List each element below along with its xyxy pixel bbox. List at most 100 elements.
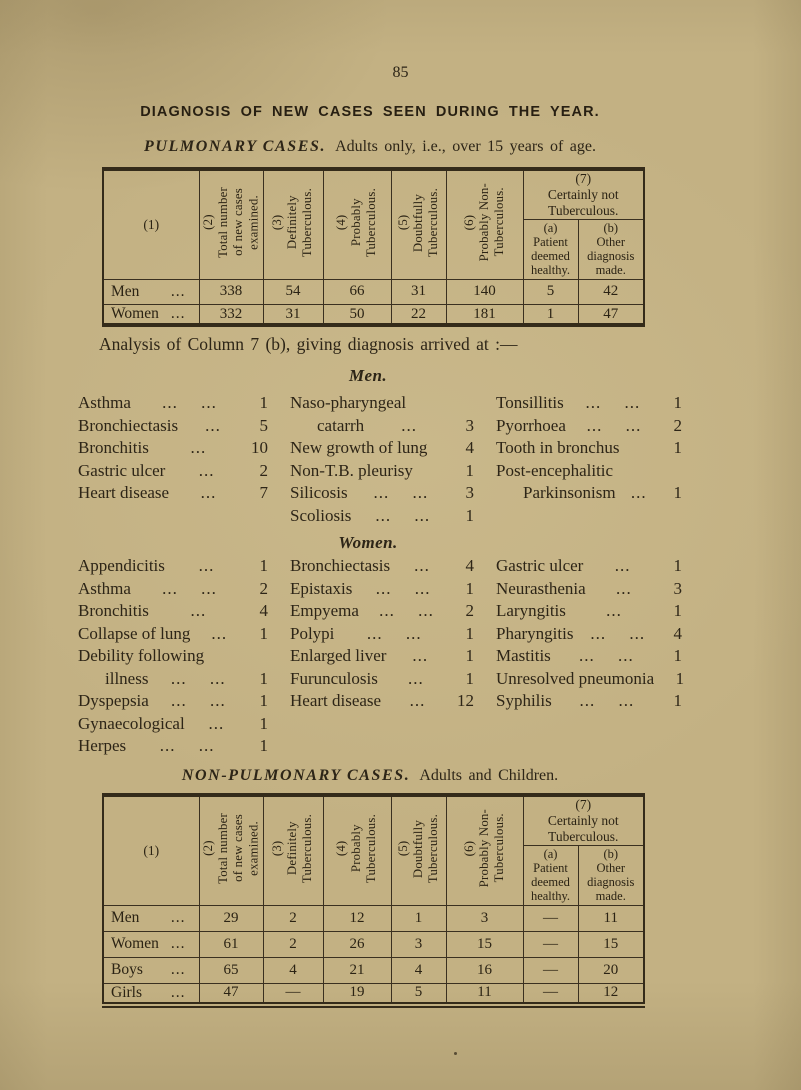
column-header-6: (6) Probably Non- Tuberculous. (445, 168, 524, 280)
leader-dots: ... (170, 282, 186, 300)
diagnosis-entry: Heart disease... 12 (290, 690, 474, 713)
leader-dots: ... (614, 556, 631, 576)
table-row-girls: Girls... 47—19 5 11—12 (102, 982, 645, 1006)
value-cell: 22 (390, 303, 447, 326)
diagnosis-entry-empty (496, 505, 682, 528)
diagnosis-label: Post-encephalitic (496, 460, 614, 480)
leader-dots: ... ... (162, 393, 217, 413)
diagnosis-entry: Asthma ... ... 2 (78, 578, 268, 601)
leader-dots: ... (198, 556, 215, 576)
men-diagnosis-list: Asthma... ... 1 Naso-pharyngeal Tonsillitis… (78, 392, 682, 527)
leader-dots: ... (606, 601, 622, 621)
diagnosis-label: Tooth in bronchus (496, 438, 620, 458)
diagnosis-label: Syphilis (496, 691, 552, 711)
leader-dots: ... (190, 438, 207, 458)
diagnosis-label: Debility following (78, 646, 205, 666)
diagnosis-count: 1 (259, 623, 269, 643)
diagnosis-entry: Silicosis ... ... 3 (290, 482, 474, 505)
column-header-7-group: (7) Certainly not Tuberculous. (522, 168, 645, 220)
diagnosis-label: Asthma (78, 578, 131, 598)
diagnosis-count: 2 (259, 578, 269, 598)
diagnosis-count: 1 (259, 691, 269, 711)
row-label-text: Women (111, 935, 159, 953)
leader-dots: ... ... (579, 691, 635, 711)
diagnosis-label: Furunculosis (290, 668, 378, 688)
diagnosis-label: Scoliosis (290, 505, 352, 525)
value-cell: 47 (198, 982, 264, 1006)
diagnosis-entry: Tonsillitis ... ... 1 (496, 392, 682, 415)
women-diagnosis-list: Appendicitis... 1 Bronchiectasis... 4 Gastri… (78, 555, 684, 758)
diagnosis-count: 1 (673, 646, 683, 666)
diagnosis-entry: Non-T.B. pleurisy 1 (290, 460, 474, 483)
diagnosis-entry: Post-encephalitic (496, 460, 682, 483)
value-cell: 61 (198, 930, 264, 958)
diagnosis-count: 1 (259, 736, 269, 756)
diagnosis-entry: Herpes ... ... 1 (78, 735, 268, 758)
rotated-header-text: (3) Definitely Tuberculous. (270, 187, 315, 257)
diagnosis-label: Naso-pharyngeal (290, 393, 407, 413)
diagnosis-entry: Gastric ulcer... 1 (496, 555, 682, 578)
value-cell: 12 (322, 904, 392, 932)
diagnosis-count: 1 (259, 668, 269, 688)
diagnosis-entry-empty (290, 713, 474, 736)
leader-dots: ... ... (171, 691, 226, 711)
value-cell: — (522, 956, 579, 984)
row-label-text: Men (111, 282, 140, 300)
diagnosis-entry: Bronchitis... 4 (78, 600, 268, 623)
value-cell: 181 (445, 303, 524, 326)
value-cell: 338 (198, 278, 264, 305)
leader-dots: ... (414, 556, 430, 576)
leader-dots: ... ... (586, 415, 642, 435)
diagnosis-label: Pyorrhoea (496, 415, 566, 435)
diagnosis-label: Appendicitis (78, 556, 165, 576)
page-number: 85 (392, 64, 409, 81)
rotated-header-text: (4) Probably Tuberculous. (334, 187, 379, 257)
value-cell: 2 (262, 904, 324, 932)
diagnosis-label: Heart disease (290, 691, 382, 711)
diagnosis-label: Bronchiectasis (290, 556, 391, 576)
value-cell: 1 (522, 303, 579, 326)
table-row-boys: Boys... 65 4 21 4 16—20 (102, 956, 645, 984)
row-label: Women... (102, 303, 200, 326)
diagnosis-count: 1 (465, 578, 475, 598)
value-cell: 4 (390, 956, 447, 984)
leader-dots: ... (198, 460, 215, 480)
diagnosis-count: 1 (259, 393, 269, 413)
diagnosis-label: Neurasthenia (496, 578, 586, 598)
table-body: Men... 29 2 12 1 3—11 Women... 61 2 26 3 15—15 Boys.… (102, 904, 645, 1006)
column-header-7-group: (7) Certainly not Tuberculous. (522, 794, 645, 846)
value-cell: 42 (577, 278, 645, 305)
diagnosis-count: 4 (673, 623, 683, 643)
diagnosis-count: 3 (673, 578, 683, 598)
diagnosis-label: Non-T.B. pleurisy (290, 460, 413, 480)
diagnosis-entry: Appendicitis... 1 (78, 555, 268, 578)
diagnosis-label: Collapse of lung (78, 623, 191, 643)
diagnosis-count: 5 (259, 415, 269, 435)
diagnosis-entry: Enlarged liver... 1 (290, 645, 474, 668)
leader-dots: ... ... (375, 578, 431, 598)
diagnosis-count: 2 (673, 415, 683, 435)
column-header-7a: (a) Patient deemed healthy. (522, 844, 579, 906)
diagnosis-entry: Polypi ... ... 1 (290, 623, 474, 646)
column-header-7b: (b) Other diagnosis made. (577, 218, 645, 280)
leader-dots: ... (401, 415, 417, 435)
value-cell: 4 (262, 956, 324, 984)
value-cell: — (522, 904, 579, 932)
leader-dots: ... (630, 483, 647, 503)
column-header-1: (1) (102, 794, 200, 906)
value-cell: 140 (445, 278, 524, 305)
diagnosis-entry: New growth of lung 4 (290, 437, 474, 460)
diagnosis-entry: Gastric ulcer... 2 (78, 460, 268, 483)
row-label: Women... (102, 930, 200, 958)
pulmonary-cases-table: (1) (2) Total number of new cases examin… (102, 167, 645, 328)
diagnosis-entry-empty (78, 505, 268, 528)
leader-dots: ... ... (366, 623, 422, 643)
diagnosis-entry: Bronchiectasis... 4 (290, 555, 474, 578)
men-section-title: Men. (349, 366, 387, 385)
diagnosis-entry: Bronchiectasis... 5 (78, 415, 268, 438)
value-cell: 12 (577, 982, 645, 1006)
value-cell: 1 (390, 904, 447, 932)
diagnosis-label: Epistaxis (290, 578, 353, 598)
diagnosis-count: 1 (465, 646, 475, 666)
diagnosis-entry: illness ... ... 1 (78, 668, 268, 691)
